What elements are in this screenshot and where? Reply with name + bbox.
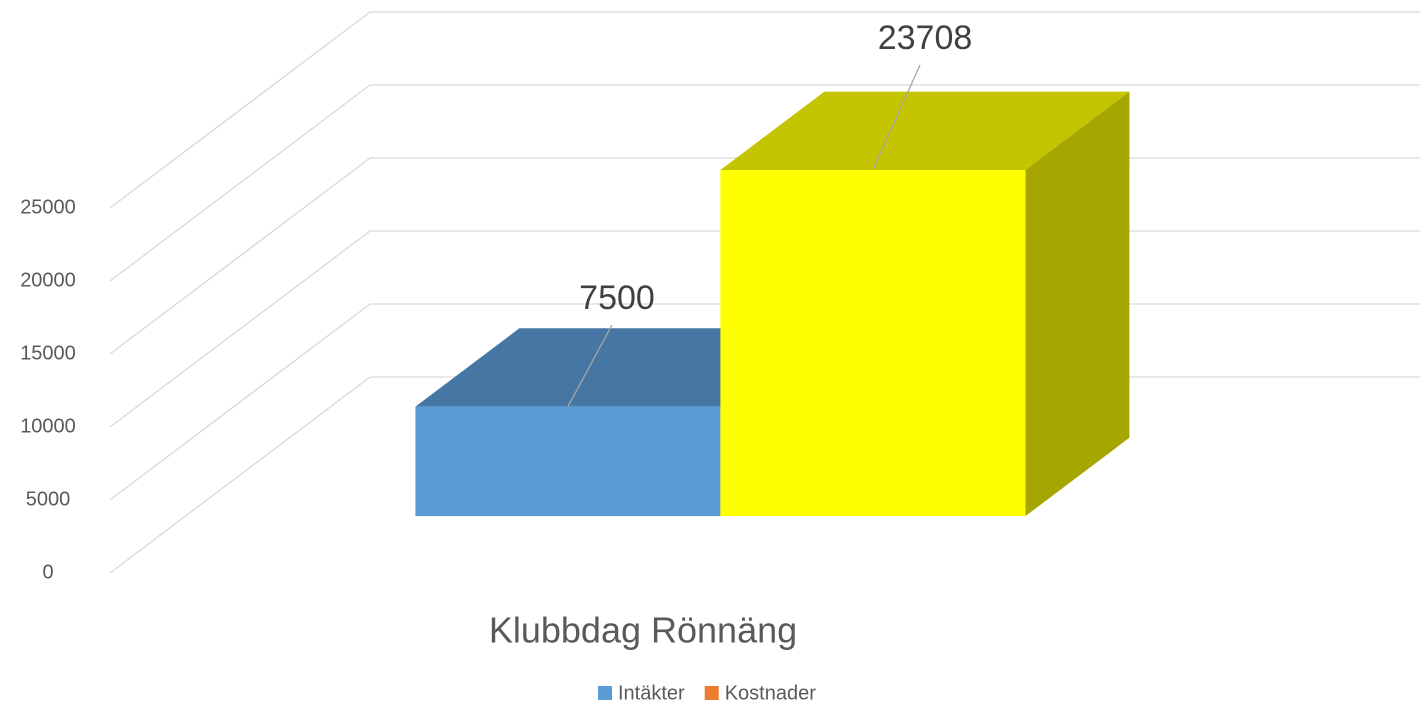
data-label: 7500 <box>579 279 655 317</box>
bar-side <box>1025 91 1130 517</box>
y-tick-label: 5000 <box>26 488 71 510</box>
grid-line <box>109 157 371 355</box>
bar <box>720 170 1026 517</box>
legend-swatch <box>704 686 719 700</box>
x-tick-label: Klubbdag Rönnäng <box>489 610 797 651</box>
grid-line <box>109 303 371 501</box>
grid-line <box>109 230 371 428</box>
data-label: 23708 <box>878 19 973 57</box>
bar <box>415 406 721 517</box>
grid-line <box>109 84 371 282</box>
y-tick-label: 10000 <box>20 415 76 437</box>
leader-line <box>567 324 613 407</box>
y-tick-label: 0 <box>42 561 53 583</box>
grid-line <box>109 11 371 209</box>
grid-line <box>109 376 371 574</box>
y-tick-label: 25000 <box>20 196 76 218</box>
leader-line <box>872 64 921 171</box>
y-tick-label: 15000 <box>20 342 76 364</box>
legend-label: Kostnader <box>725 682 817 704</box>
legend-label: Intäkter <box>618 682 685 704</box>
legend-swatch <box>598 686 612 700</box>
y-tick-label: 20000 <box>20 269 76 291</box>
bar-top <box>720 91 1130 171</box>
